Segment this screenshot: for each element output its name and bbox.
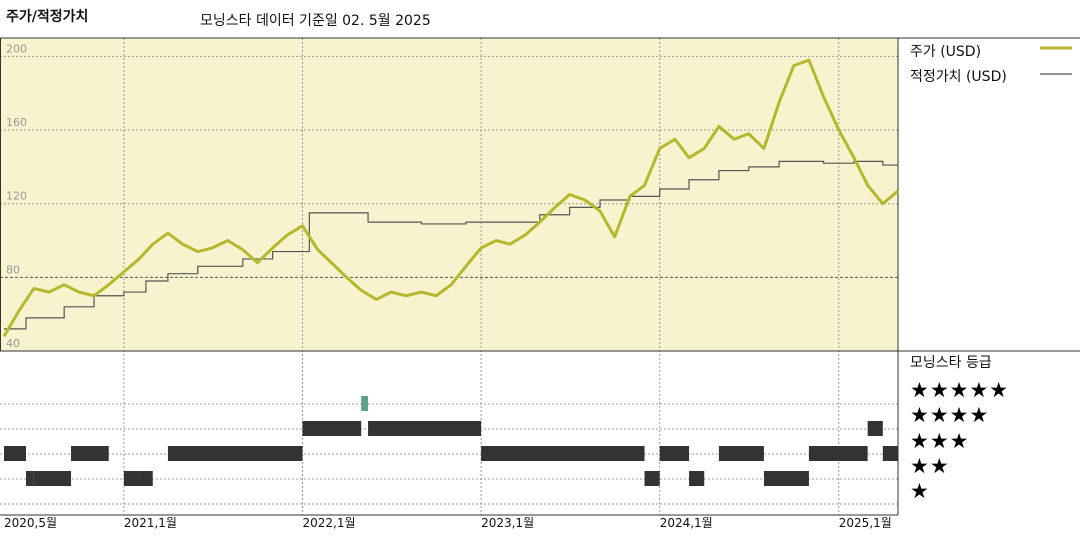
rating-bar-5-star	[361, 396, 369, 411]
y-tick-label: 40	[6, 337, 20, 350]
rating-title: 모닝스타 등급	[910, 355, 992, 371]
rating-bar-3-star	[4, 446, 27, 461]
rating-bar-3-star	[808, 446, 868, 461]
rating-4-stars: ★★★★	[910, 403, 990, 427]
x-tick-label: 2025,1월	[839, 516, 892, 530]
rating-bar-2-star	[139, 471, 153, 486]
y-tick-label: 200	[6, 42, 27, 55]
rating-bar-2-star	[644, 471, 660, 486]
legend-fair-value-label: 적정가치 (USD)	[910, 69, 1007, 85]
x-tick-label: 2021,1월	[124, 516, 177, 530]
price-plot-background	[0, 38, 898, 351]
chart-title: 주가/적정가치	[6, 9, 89, 25]
rating-5-stars: ★★★★★	[910, 378, 1010, 402]
rating-bar-4-star	[368, 421, 482, 436]
rating-bar-3-star	[659, 446, 690, 461]
rating-bar-3-star	[718, 446, 764, 461]
y-tick-label: 120	[6, 190, 27, 203]
fair-value-line	[4, 160, 899, 330]
rating-bar-3-star	[71, 446, 109, 461]
x-tick-label: 2023,1월	[481, 516, 534, 530]
legend-price-label: 주가 (USD)	[910, 44, 982, 60]
rating-2-stars: ★★	[910, 454, 950, 478]
rating-bar-2-star	[763, 471, 809, 486]
legend-price: 주가 (USD)	[910, 41, 981, 61]
x-tick-label: 2024,1월	[660, 516, 713, 530]
rating-bar-3-star	[167, 446, 303, 461]
y-tick-label: 80	[6, 263, 20, 276]
rating-bar-2-star	[123, 471, 140, 486]
y-tick-label: 160	[6, 116, 27, 129]
legend-fair-value: 적정가치 (USD)	[910, 66, 1007, 86]
x-tick-label: 2020,5월	[4, 516, 57, 530]
rating-bar-2-star	[33, 471, 72, 486]
rating-bar-2-star	[26, 471, 34, 486]
data-date-subtitle: 모닝스타 데이터 기준일 02. 5월 2025	[200, 13, 431, 29]
rating-1-star: ★	[910, 479, 930, 503]
rating-3-stars: ★★★	[910, 429, 970, 453]
rating-bar-3-star	[882, 446, 898, 461]
rating-bar-2-star	[689, 471, 705, 486]
x-tick-label: 2022,1월	[302, 516, 355, 530]
rating-bar-4-star	[867, 421, 883, 436]
price-line	[2, 58, 899, 338]
rating-bar-3-star	[481, 446, 645, 461]
rating-bar-4-star	[302, 421, 362, 436]
